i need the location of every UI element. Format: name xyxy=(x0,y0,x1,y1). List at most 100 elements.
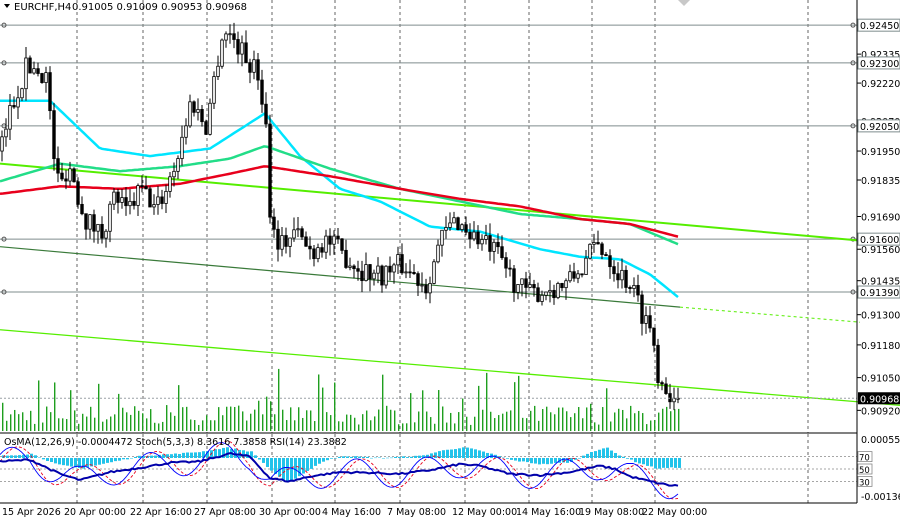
candle-body xyxy=(528,284,532,288)
candle-body xyxy=(516,284,520,293)
volume-bar xyxy=(514,382,516,431)
chart-shift-marker-icon[interactable] xyxy=(678,0,690,6)
osma-bar xyxy=(270,458,273,471)
candle-body xyxy=(636,285,640,296)
volume-bar xyxy=(14,409,16,431)
osma-bar xyxy=(498,456,501,458)
time-tick-label: 27 Apr 08:00 xyxy=(194,507,256,518)
volume-bar xyxy=(330,415,332,431)
volume-bar xyxy=(250,413,252,431)
candle-body xyxy=(32,68,36,74)
candle-body xyxy=(292,229,296,239)
osma-bar xyxy=(102,458,105,464)
osma-bar xyxy=(22,454,25,458)
osma-bar xyxy=(458,448,461,458)
volume-bar xyxy=(82,413,84,431)
volume-bar xyxy=(574,413,576,431)
candle-body xyxy=(144,186,148,190)
volume-bar xyxy=(510,410,512,431)
time-axis[interactable]: 15 Apr 2026 20 Apr 00:00 22 Apr 16:00 27 Ap… xyxy=(2,507,707,518)
osma-bar xyxy=(122,458,125,460)
osma-bar xyxy=(142,456,145,458)
osma-bar xyxy=(86,458,89,468)
candle-body xyxy=(40,73,44,83)
osma-bar xyxy=(554,458,557,463)
osma-bar xyxy=(642,458,645,465)
osma-bar xyxy=(470,448,473,458)
osma-bar xyxy=(214,449,217,458)
volume-bar xyxy=(18,414,20,431)
candle-body xyxy=(452,217,456,224)
candle-body xyxy=(92,214,96,232)
candle-body xyxy=(428,283,432,294)
volume-bar xyxy=(286,420,288,431)
volume-bar xyxy=(630,405,632,431)
dropdown-triangle-icon[interactable] xyxy=(4,4,10,8)
price-pane[interactable] xyxy=(0,0,900,433)
candle-body xyxy=(460,224,464,230)
candle-body xyxy=(48,72,52,112)
candle-body xyxy=(44,72,48,83)
volume-bar xyxy=(462,398,464,431)
volume-bar xyxy=(614,412,616,431)
volume-bar xyxy=(638,410,640,431)
volume-bar xyxy=(214,420,216,431)
channel-line xyxy=(0,329,900,406)
volume-bar xyxy=(198,424,200,431)
candle-body xyxy=(112,191,116,205)
volume-bar xyxy=(678,408,680,431)
trend-channels xyxy=(0,162,900,406)
candle-body xyxy=(364,264,368,282)
candle-body xyxy=(68,168,72,182)
candle-body xyxy=(76,181,80,205)
level-label-box xyxy=(857,285,900,299)
volume-bar xyxy=(110,416,112,431)
volume-bar xyxy=(658,412,660,431)
volume-bar xyxy=(578,407,580,431)
indicator-level-label: 50 xyxy=(859,466,870,476)
osma-bar xyxy=(466,447,469,458)
candle-body xyxy=(16,97,20,108)
osma-bar xyxy=(62,458,65,466)
level-price-label: 0.91390 xyxy=(860,288,899,299)
volume-bar xyxy=(654,419,656,431)
volume-bar xyxy=(66,419,68,431)
osma-bar xyxy=(670,458,673,468)
volume-bar xyxy=(494,418,496,431)
candle-body xyxy=(0,136,4,152)
osma-bar xyxy=(678,458,681,468)
volume-bar xyxy=(162,421,164,431)
osma-bar xyxy=(510,458,513,460)
candle-body xyxy=(272,216,276,230)
osma-bar xyxy=(530,458,533,464)
volume-histogram xyxy=(2,368,680,431)
osma-bar xyxy=(266,458,269,467)
candle-body xyxy=(464,224,468,233)
osma-bar xyxy=(242,450,245,458)
candle-body xyxy=(476,231,480,245)
osma-bar xyxy=(26,454,29,458)
volume-bar xyxy=(478,385,480,431)
indicator-pane[interactable] xyxy=(0,432,857,503)
volume-bar xyxy=(398,424,400,431)
osma-bar xyxy=(38,457,41,458)
volume-bar xyxy=(506,411,508,431)
candle-body xyxy=(204,121,208,135)
candle-body xyxy=(260,79,264,105)
candle-body xyxy=(440,229,444,246)
volume-bar xyxy=(410,393,412,431)
volume-bar xyxy=(646,424,648,431)
candle-body xyxy=(596,242,600,245)
osma-bar xyxy=(74,458,77,468)
volume-bar xyxy=(282,409,284,431)
level-anchor-icon xyxy=(1,60,7,66)
volume-bar xyxy=(562,407,564,431)
volume-bar xyxy=(450,412,452,431)
candle-body xyxy=(288,237,292,247)
indicator-header: OsMA(12,26,9) -0.0004472 Stoch(5,3,3) 8.… xyxy=(4,437,347,448)
candle-body xyxy=(116,191,120,203)
volume-bar xyxy=(322,387,324,431)
volume-bar xyxy=(626,418,628,431)
osma-bar xyxy=(414,455,417,458)
